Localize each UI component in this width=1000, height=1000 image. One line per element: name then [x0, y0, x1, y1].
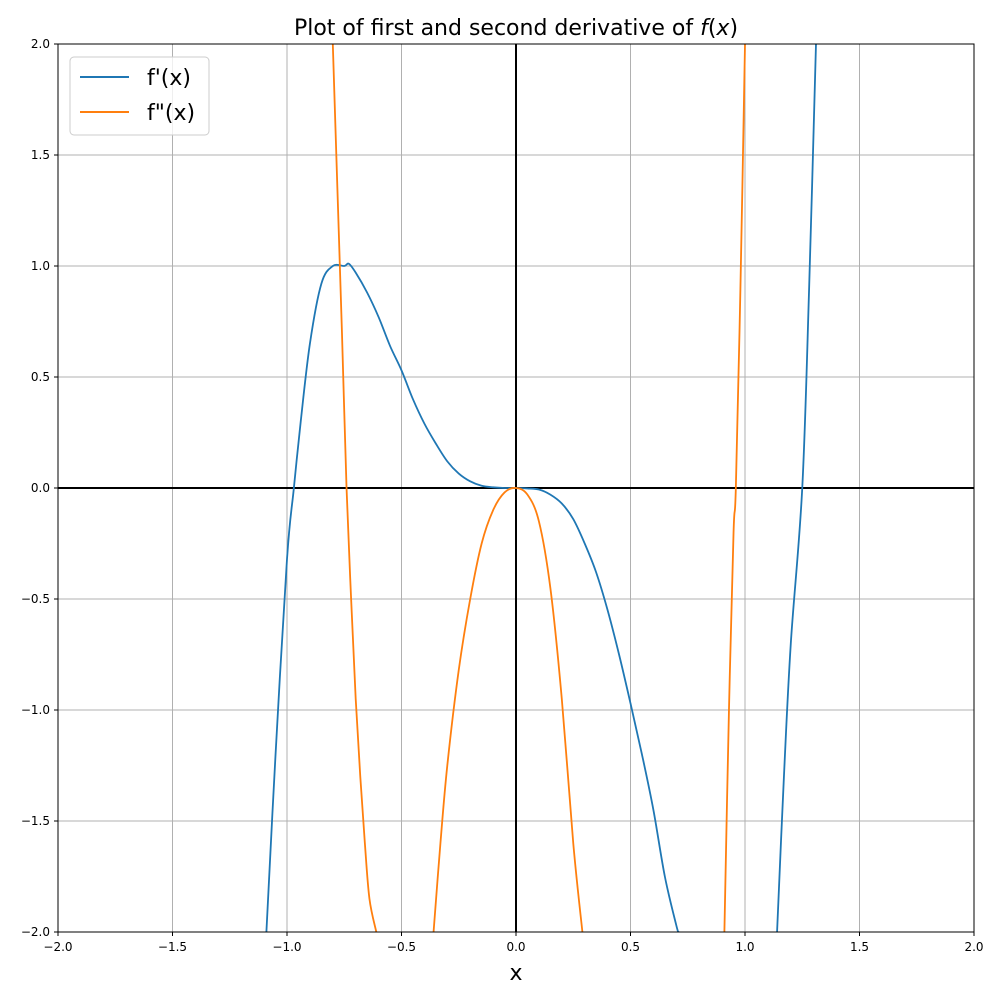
chart-title-paren-close: ) — [729, 16, 738, 41]
chart-title-main: Plot of first and second derivative of — [294, 16, 694, 41]
y-ticks: −2.0 −1.5 −1.0 −0.5 0.0 0.5 1.0 1.5 2.0 — [21, 37, 58, 939]
x-tick-label-8: 2.0 — [964, 940, 983, 954]
y-tick-label-4: 0.0 — [31, 481, 50, 495]
chart-title-var: x — [715, 16, 730, 41]
x-ticks: −2.0 −1.5 −1.0 −0.5 0.0 0.5 1.0 1.5 2.0 — [43, 932, 984, 954]
series-0 — [265, 44, 817, 932]
chart-title: Plot of first and second derivative of f… — [294, 16, 738, 41]
legend-label-fdoubleprime: f"(x) — [147, 101, 195, 126]
y-tick-label-1: −1.5 — [21, 814, 50, 828]
series-1-line-segment-2 — [723, 44, 746, 932]
series-1-line-segment-0 — [331, 44, 378, 932]
x-tick-label-4: 0.0 — [506, 940, 525, 954]
x-tick-label-2: −1.0 — [272, 940, 301, 954]
y-tick-label-8: 2.0 — [31, 37, 50, 51]
legend-label-fprime: f'(x) — [147, 66, 191, 91]
x-axis-label: x — [509, 961, 522, 986]
series-1 — [331, 44, 746, 932]
y-tick-label-0: −2.0 — [21, 925, 50, 939]
y-tick-label-3: −0.5 — [21, 592, 50, 606]
y-tick-label-6: 1.0 — [31, 259, 50, 273]
x-tick-label-0: −2.0 — [43, 940, 72, 954]
series-0-line-segment-1 — [776, 44, 817, 932]
legend: f'(x) f"(x) — [69, 56, 210, 136]
x-tick-label-1: −1.5 — [158, 940, 187, 954]
y-tick-label-5: 0.5 — [31, 370, 50, 384]
y-tick-label-2: −1.0 — [21, 703, 50, 717]
chart-title-fx: f — [700, 16, 711, 41]
x-tick-label-7: 1.5 — [850, 940, 869, 954]
series-1-line-segment-1 — [432, 487, 584, 932]
x-tick-label-6: 1.0 — [735, 940, 754, 954]
x-tick-label-5: 0.5 — [621, 940, 640, 954]
y-tick-label-7: 1.5 — [31, 148, 50, 162]
series-0-line-segment-0 — [265, 262, 680, 932]
chart-title-paren-open: ( — [708, 16, 717, 41]
x-tick-label-3: −0.5 — [387, 940, 416, 954]
series-layer — [265, 44, 817, 932]
